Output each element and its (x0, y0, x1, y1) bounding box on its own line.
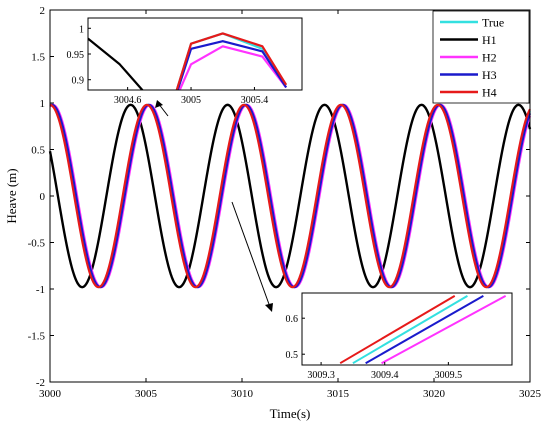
inset-1-line-h3 (176, 40, 288, 90)
y-tick-label: 0 (40, 191, 46, 203)
y-tick-label: 1.5 (31, 52, 45, 64)
inset-2-line-true (352, 295, 468, 365)
inset-2-arrowhead (265, 303, 273, 312)
y-tick-label: -0.5 (28, 238, 46, 250)
inset-2-lines (339, 295, 507, 365)
inset-x-tick-label: 3009.4 (371, 370, 399, 381)
legend-items: True H1 H2 H3 H4 (440, 16, 504, 100)
x-tick-label: 3025 (519, 388, 542, 400)
x-tick-label: 3020 (423, 388, 446, 400)
inset-2-line-h2 (381, 295, 507, 365)
inset-1-line-h4 (175, 32, 288, 90)
inset-2-frame (301, 292, 513, 366)
legend-label-h2: H2 (482, 51, 497, 65)
inset-y-tick-label: 0.6 (286, 314, 299, 325)
y-tick-label: -2 (36, 377, 45, 389)
y-axis-label: Heave (m) (4, 168, 19, 223)
legend-label-h1: H1 (482, 33, 497, 47)
inset-2-line-h3 (365, 295, 484, 365)
inset-y-tick-label: 0.9 (72, 76, 85, 87)
inset-x-tick-label: 3009.5 (435, 370, 463, 381)
inset-2-line-h4 (339, 295, 456, 365)
inset-2-arrow (231, 201, 271, 308)
inset-1-background (88, 18, 302, 90)
y-tick-label: -1 (36, 284, 45, 296)
legend-label-h4: H4 (482, 86, 497, 100)
x-axis-label: Time(s) (270, 406, 311, 421)
inset-y-tick-label: 1 (79, 24, 84, 35)
inset-y-tick-label: 0.5 (286, 350, 299, 361)
inset-x-tick-label: 3005 (181, 95, 201, 106)
x-tick-label: 3000 (39, 388, 62, 400)
x-tick-label: 3005 (135, 388, 158, 400)
x-tick-label: 3010 (231, 388, 254, 400)
inset-x-tick-label: 3005.4 (241, 95, 269, 106)
y-tick-label: 2 (40, 5, 46, 17)
inset-2: 3009.3 3009.4 3009.5 0.5 0.6 (286, 292, 513, 381)
legend: True H1 H2 H3 H4 (432, 10, 530, 104)
inset-1-line-h1 (88, 37, 144, 90)
y-tick-label: 0.5 (31, 145, 45, 157)
series-line-h1 (48, 103, 532, 289)
inset-1-ticks: 3004.6 3005 3005.4 0.9 0.95 1 (67, 24, 269, 106)
legend-label-h3: H3 (482, 68, 497, 82)
y-tick-label: -1.5 (28, 331, 46, 343)
inset-y-tick-label: 0.95 (67, 50, 85, 61)
series-line-h3 (49, 103, 532, 289)
x-tick-label: 3015 (327, 388, 350, 400)
inset-1-series (88, 32, 288, 90)
inset-1: 3004.6 3005 3005.4 0.9 0.95 1 (67, 17, 303, 106)
y-tick-label: 1 (40, 98, 46, 110)
inset-x-tick-label: 3004.6 (114, 95, 142, 106)
inset-2-ticks: 3009.3 3009.4 3009.5 0.5 0.6 (286, 314, 463, 381)
main-plot-lines (48, 103, 532, 289)
inset-1-line-h2 (178, 45, 288, 90)
series-line-h4 (49, 103, 531, 289)
inset-x-tick-label: 3009.3 (307, 370, 335, 381)
inset-2-series (339, 295, 507, 365)
inset-1-arrowhead (155, 100, 163, 108)
inset-1-lines (88, 32, 288, 90)
inset-2-background (302, 293, 512, 365)
legend-label-true: True (482, 16, 504, 30)
